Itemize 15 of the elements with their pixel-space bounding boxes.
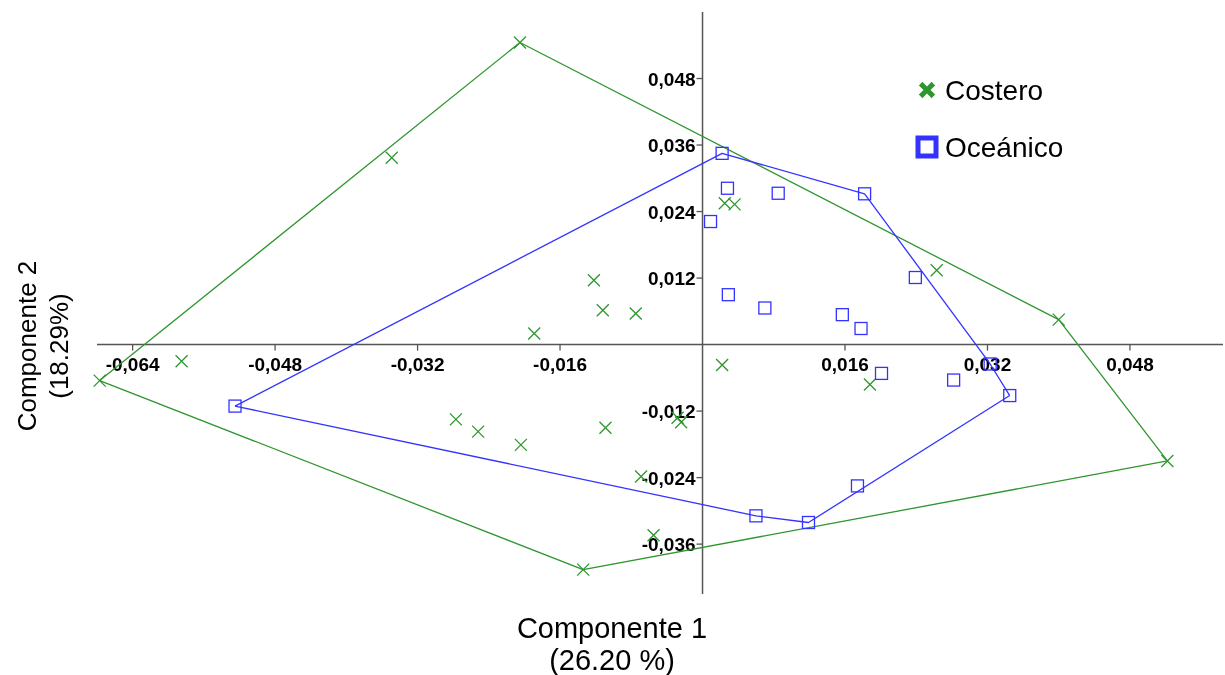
legend-label: Oceánico — [945, 132, 1064, 163]
x-tick-label: 0,016 — [821, 353, 869, 375]
y-tick-label: -0,012 — [641, 401, 696, 423]
x-tick-label: -0,032 — [390, 353, 445, 375]
legend-label: Costero — [945, 75, 1044, 106]
y-tick-label: 0,012 — [647, 268, 696, 290]
x-tick-label: -0,016 — [533, 353, 587, 375]
y-axis-title: Componente 2 (18.29%) — [12, 260, 74, 432]
y-tick-label: -0,036 — [641, 534, 696, 556]
y-tick-label: -0,024 — [641, 467, 696, 489]
y-tick-label: 0,048 — [647, 68, 696, 90]
y-tick-label: 0,036 — [647, 135, 696, 157]
x-tick-label: 0,048 — [1106, 353, 1154, 375]
x-tick-label: -0,048 — [248, 353, 303, 375]
y-tick-label: 0,024 — [647, 201, 696, 223]
